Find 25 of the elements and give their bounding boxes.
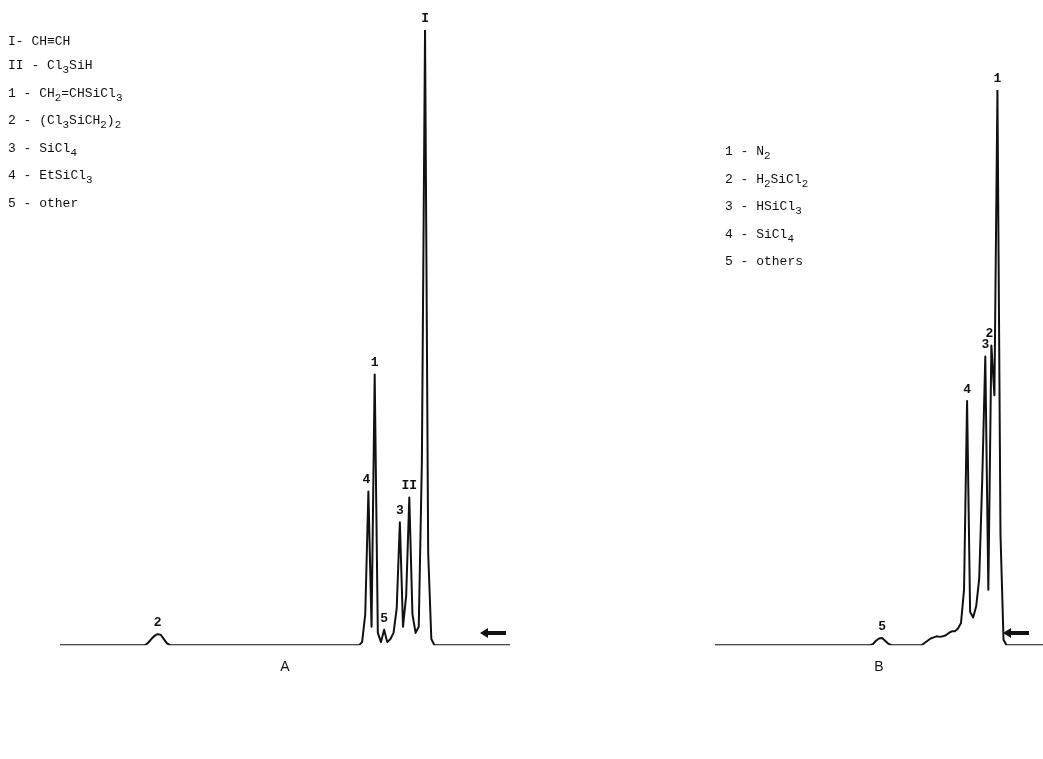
annotation: 5 - others bbox=[725, 253, 804, 272]
annotation: 4 bbox=[362, 472, 371, 488]
text: B bbox=[874, 658, 884, 675]
annotation: 3 bbox=[981, 337, 990, 353]
annotation: 3 - SiCl$_{4}$ bbox=[8, 139, 78, 161]
annotation: 1 bbox=[993, 70, 1002, 86]
annotation: 4 bbox=[963, 381, 972, 397]
annotation: 2 - H$_{2}$SiCl$_{2}$ bbox=[725, 170, 809, 192]
annotation: 2 - (Cl$_{3}$SiCH$_{2}$)$_{2}$ bbox=[8, 112, 123, 133]
annotation: 4 - SiCl$_{4}$ bbox=[725, 225, 795, 247]
annotation: 4 - EtSiCl$_{3}$ bbox=[8, 167, 94, 188]
annotation: 2 bbox=[153, 614, 162, 630]
annotation: I- CH≡CH bbox=[8, 33, 72, 51]
annotation: 5 - other bbox=[8, 194, 80, 213]
annotation: 5 bbox=[878, 618, 887, 634]
annotation: I bbox=[421, 10, 429, 26]
annotation: 1 - CH$_{2}$=CHSiCl$_{3}$ bbox=[8, 84, 123, 106]
annotation: II bbox=[401, 478, 418, 494]
text: A bbox=[280, 658, 291, 675]
annotation: 5 bbox=[380, 610, 389, 626]
annotation: 1 - N$_{2}$ bbox=[725, 143, 772, 164]
annotation: 3 - HSiCl$_{3}$ bbox=[725, 198, 803, 219]
annotation: 1 bbox=[370, 355, 379, 371]
annotation: 3 bbox=[395, 502, 404, 518]
annotation: II - Cl$_{3}$SiH bbox=[8, 57, 94, 78]
